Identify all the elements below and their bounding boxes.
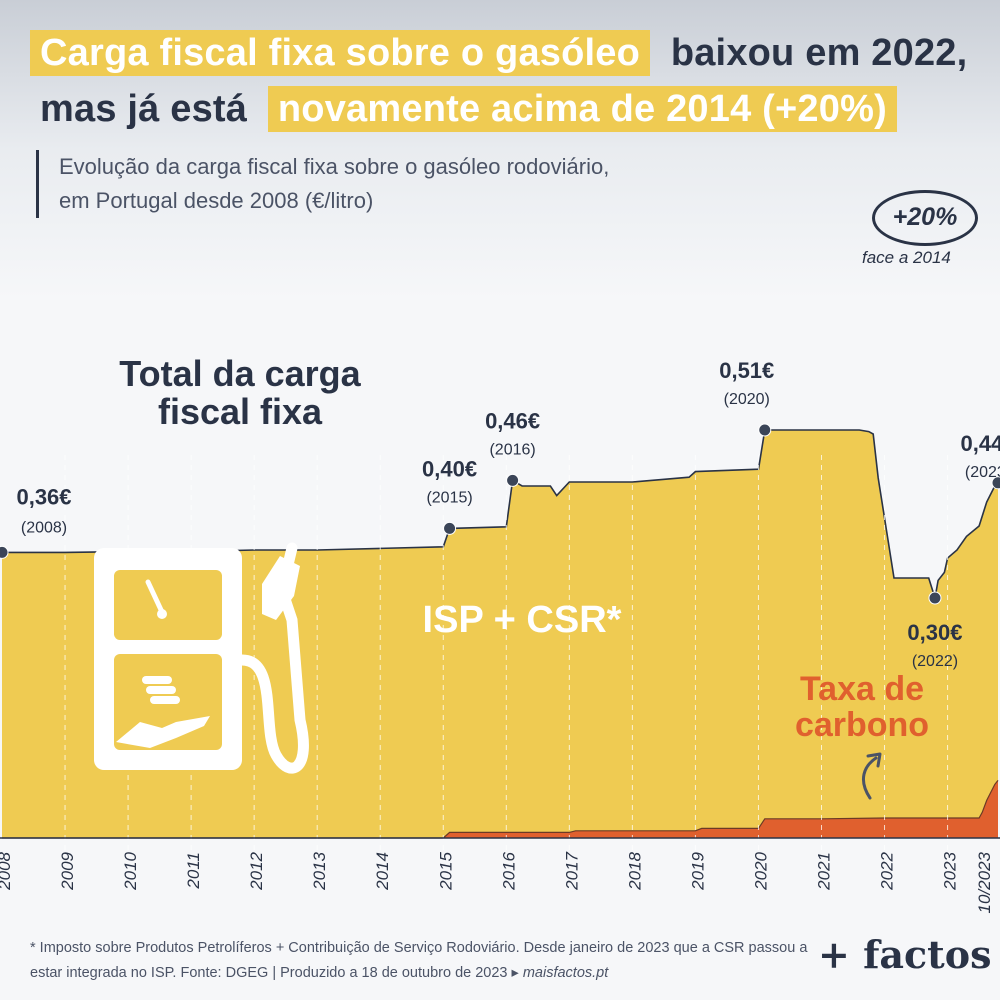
arrow-head-icon xyxy=(866,752,882,768)
footnote-text: * Imposto sobre Produtos Petrolíferos + … xyxy=(30,940,808,981)
annotation-point xyxy=(443,521,457,535)
annotation-value: 0,46€ xyxy=(485,408,540,433)
footnote: * Imposto sobre Produtos Petrolíferos + … xyxy=(30,936,810,986)
annotation-point xyxy=(991,476,1000,490)
curved-arrow-icon xyxy=(861,756,878,800)
change-badge-label: face a 2014 xyxy=(862,248,951,267)
x-tick-label: 2021 xyxy=(814,852,833,891)
annotation-value: 0,30€ xyxy=(907,620,962,645)
annotation-point xyxy=(0,545,9,559)
x-tick-label: 2020 xyxy=(751,851,770,890)
annotation-point xyxy=(506,473,520,487)
x-tick-label: 2011 xyxy=(184,852,203,890)
annotation-value: 0,44€ xyxy=(960,431,1000,456)
annotation-year: (2020) xyxy=(724,391,770,408)
title-line-2: mas já está novamente acima de 2014 (+20… xyxy=(30,86,897,132)
subtitle-line-1: Evolução da carga fiscal fixa sobre o ga… xyxy=(59,154,610,179)
series-total-line xyxy=(2,429,999,599)
series-label-carbon: Taxa de carbono xyxy=(795,670,929,744)
x-tick-label: 2009 xyxy=(58,851,77,890)
series-label-carbon-line: Taxa de xyxy=(800,670,924,708)
series-label-total-line: fiscal fixa xyxy=(158,391,323,432)
x-tick-label: 2016 xyxy=(499,851,518,890)
x-tick-label: 2015 xyxy=(436,851,455,890)
x-tick-label: 2010 xyxy=(121,851,140,890)
footnote-site-link[interactable]: maisfactos.pt xyxy=(522,965,609,981)
annotation-year: (2023) xyxy=(965,464,1000,481)
series-label-total-line: Total da carga xyxy=(119,353,361,394)
change-badge: +20% xyxy=(872,190,978,246)
annotation-point xyxy=(758,423,772,437)
series-label-total: Total da carga fiscal fixa xyxy=(119,353,361,432)
title-highlight-2: novamente acima de 2014 (+20%) xyxy=(267,86,897,132)
fuel-pump-icon xyxy=(94,542,309,774)
title-line-1: Carga fiscal fixa sobre o gasóleo baixou… xyxy=(30,30,977,76)
x-tick-label: 2017 xyxy=(562,851,581,890)
x-tick-label: 2023 xyxy=(941,851,960,890)
annotation-point xyxy=(928,591,942,605)
x-tick-label: 2014 xyxy=(373,852,392,891)
annotation-year: (2016) xyxy=(489,441,535,458)
annotation-value: 0,36€ xyxy=(16,484,71,509)
series-label-carbon-line: carbono xyxy=(795,706,929,744)
x-tick-label: 2012 xyxy=(247,851,266,890)
x-tick-label: 2022 xyxy=(878,851,897,890)
coins-icon xyxy=(142,676,180,704)
x-tick-label: 2019 xyxy=(688,851,707,890)
title-highlight-1: Carga fiscal fixa sobre o gasóleo xyxy=(30,30,651,76)
annotation-value: 0,51€ xyxy=(719,358,774,383)
annotation-year: (2008) xyxy=(21,519,67,536)
title-text-1: baixou em 2022, xyxy=(670,32,968,74)
series-carbon-area xyxy=(2,780,998,838)
annotation-year: (2022) xyxy=(912,653,958,670)
x-tick-label: 2018 xyxy=(625,851,644,890)
x-tick-label: 2008 xyxy=(0,851,14,890)
x-tick-label: 2013 xyxy=(310,851,329,890)
x-tick-label: 10/2023 xyxy=(975,851,994,913)
subtitle-line-2: em Portugal desde 2008 (€/litro) xyxy=(59,188,374,213)
series-total-area xyxy=(2,430,998,838)
subtitle: Evolução da carga fiscal fixa sobre o ga… xyxy=(36,150,799,218)
annotation-year: (2015) xyxy=(426,489,472,506)
hand-icon xyxy=(116,716,210,748)
annotation-value: 0,40€ xyxy=(422,456,477,481)
brand-logo: + factos xyxy=(818,932,992,977)
series-label-isp-csr: ISP + CSR* xyxy=(423,599,622,641)
title-text-2: mas já está xyxy=(40,88,248,130)
